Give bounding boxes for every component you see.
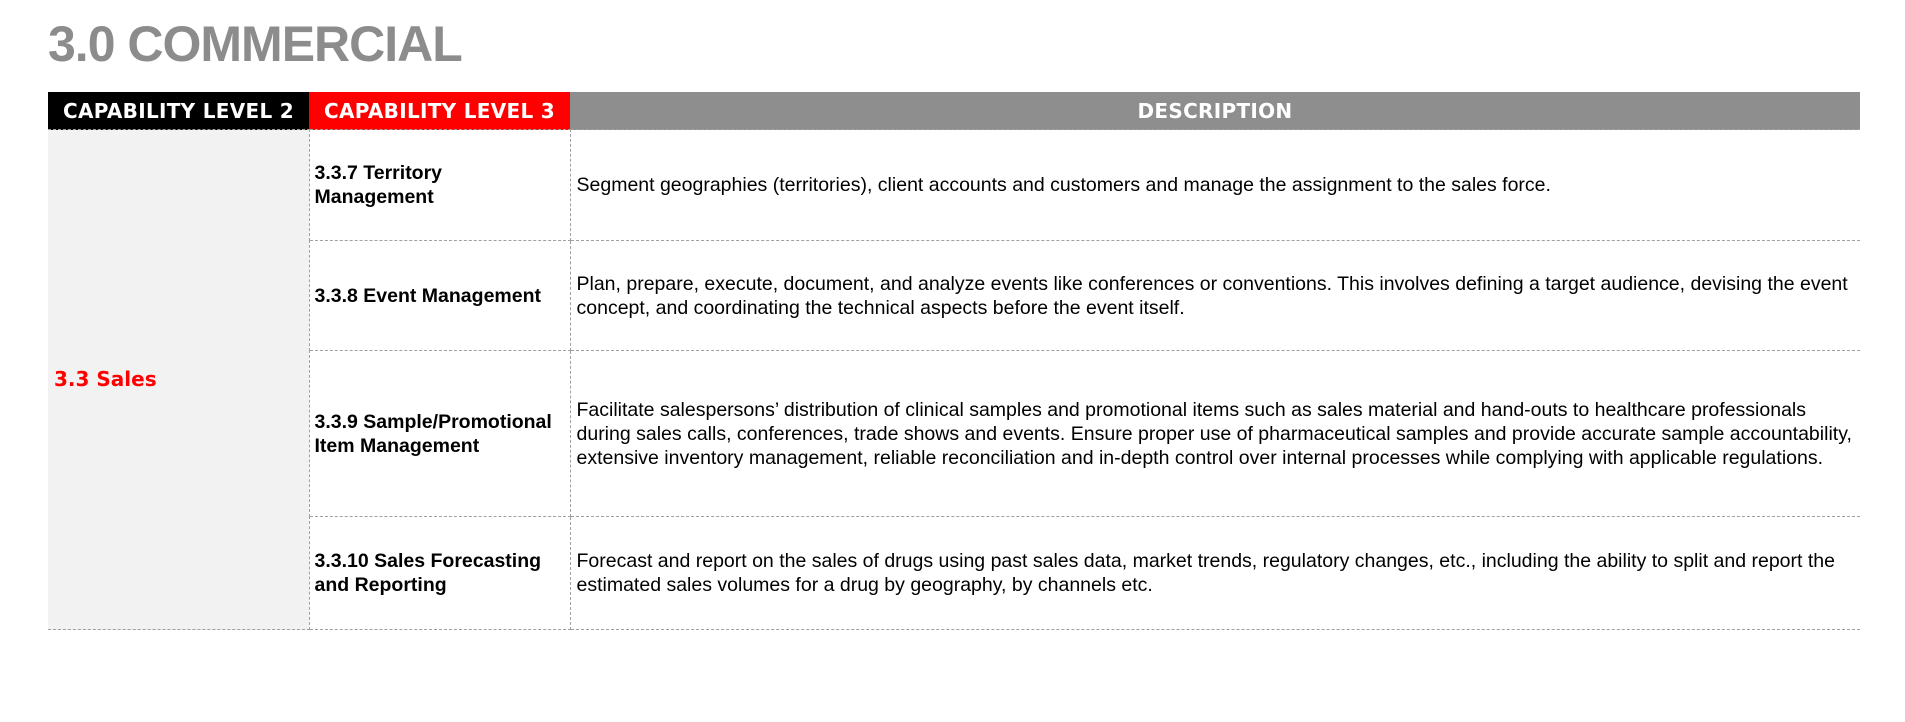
table-row: 3.3.9 Sample/Promotional Item Management… bbox=[48, 350, 1860, 517]
level3-cell: 3.3.10 Sales Forecasting and Reporting bbox=[308, 516, 571, 630]
header-description: DESCRIPTION bbox=[570, 92, 1860, 130]
level3-cell: 3.3.7 Territory Management bbox=[308, 129, 571, 241]
page-title: 3.0 COMMERCIAL bbox=[48, 16, 463, 72]
header-capability-level-3: CAPABILITY LEVEL 3 bbox=[309, 92, 570, 130]
description-cell: Forecast and report on the sales of drug… bbox=[569, 516, 1860, 630]
level3-cell: 3.3.8 Event Management bbox=[308, 240, 571, 351]
header-capability-level-2: CAPABILITY LEVEL 2 bbox=[48, 92, 309, 130]
level2-cell: 3.3 Sales bbox=[48, 129, 310, 630]
table-row: 3.3 Sales 3.3.7 Territory Management Seg… bbox=[48, 129, 1860, 630]
level3-cell: 3.3.9 Sample/Promotional Item Management bbox=[308, 350, 571, 517]
level2-label: 3.3 Sales bbox=[54, 367, 157, 391]
description-cell: Facilitate salespersons’ distribution of… bbox=[569, 350, 1860, 517]
table-row: 3.3.10 Sales Forecasting and Reporting F… bbox=[48, 516, 1860, 630]
description-cell: Segment geographies (territories), clien… bbox=[569, 129, 1860, 241]
table-header: CAPABILITY LEVEL 2 CAPABILITY LEVEL 3 DE… bbox=[48, 92, 1860, 130]
description-cell: Plan, prepare, execute, document, and an… bbox=[569, 240, 1860, 351]
table-row: 3.3.8 Event Management Plan, prepare, ex… bbox=[48, 240, 1860, 351]
capability-table: CAPABILITY LEVEL 2 CAPABILITY LEVEL 3 DE… bbox=[48, 92, 1860, 630]
